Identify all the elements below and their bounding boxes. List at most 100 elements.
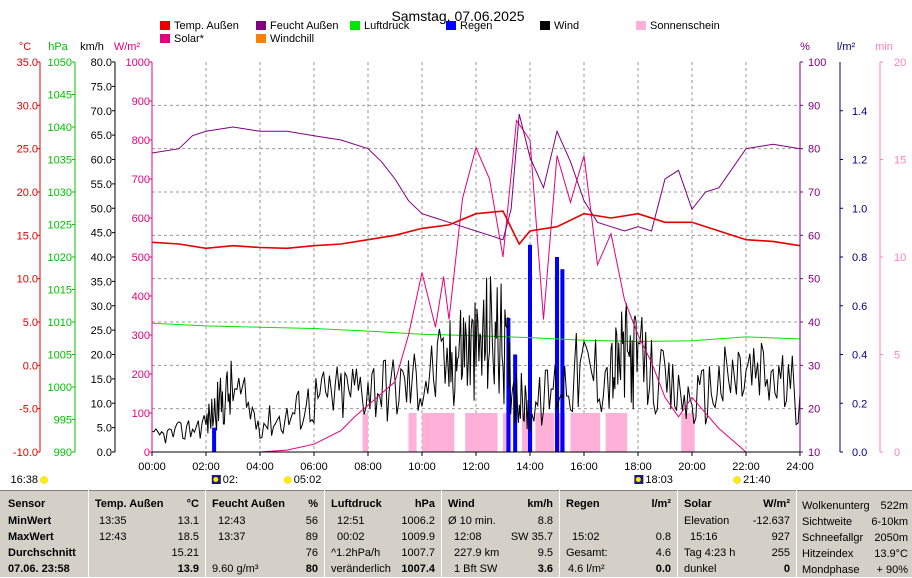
tick-label-sunshine: 20 [894, 57, 906, 69]
wind-current-value: 3.6 [537, 563, 553, 575]
tick-label-humidity: 20 [808, 404, 820, 416]
feucht-unit: % [308, 498, 318, 510]
luftdruck-min-value: 1006.2 [401, 515, 435, 527]
tick-label-sunshine: 10 [894, 252, 906, 264]
axis-unit-labels: °C hPa km/h W/m²% l/m² min [19, 41, 893, 53]
legend-swatch-solar [160, 34, 170, 43]
stats-panel-solar: Solar W/m² Elevation -12.637 15:16 927 Tag … [678, 490, 796, 577]
tick-label-solar: 500 [132, 252, 150, 264]
rain-bar [555, 257, 559, 452]
unit-label-sunshine: min [875, 41, 893, 53]
tick-label-pressure: 995 [54, 415, 72, 427]
x-tick-label: 08:00 [354, 461, 382, 473]
tick-label-wind: 35.0 [91, 276, 112, 288]
regen-title: Regen [566, 498, 600, 510]
tick-label-pressure: 1040 [48, 122, 72, 134]
sensor-row-min: MinWert [8, 515, 52, 527]
tick-label-wind: 70.0 [91, 106, 112, 118]
tick-label-pressure: 1005 [48, 350, 72, 362]
unit-label-humidity: % [800, 41, 810, 53]
tick-label-wind: 25.0 [91, 325, 112, 337]
x-tick-label: 12:00 [462, 461, 490, 473]
sunshine-bar [422, 413, 455, 452]
stats-panel-temp: Temp. Außen °C 13:35 13.1 12:43 18.5 15.21 … [89, 490, 205, 577]
temp-min-time: 13:35 [99, 515, 127, 527]
tick-label-sunshine: 0 [894, 447, 900, 459]
solar-current-value: 0 [783, 563, 790, 575]
rain-bar [513, 354, 518, 452]
sunshine-bar [605, 413, 628, 452]
luftdruck-min-time: 12:51 [337, 515, 365, 527]
series-lines [151, 113, 801, 453]
sensor-row-max: MaxWert [8, 531, 54, 543]
tick-label-pressure: 1010 [48, 317, 72, 329]
extra-cloudbase-value: 522m [880, 500, 908, 512]
x-tick-label: 22:00 [732, 461, 760, 473]
solar-elevation-label: Elevation [684, 515, 730, 527]
tick-label-temp: 5.0 [23, 317, 38, 329]
tick-label-pressure: 1000 [48, 382, 72, 394]
regen-day-total: 4.6 l/m² [568, 563, 605, 575]
tick-label-pressure: 1020 [48, 252, 72, 264]
x-tick-label: 00:00 [138, 461, 166, 473]
tick-label-pressure: 990 [54, 447, 72, 459]
legend-label-luftdruck: Luftdruck [364, 20, 410, 32]
sunshine-bar [681, 413, 695, 452]
temp-title: Temp. Außen [95, 498, 164, 510]
wind-beaufort: 1 Bft SW [454, 563, 498, 575]
sunshine-bar [535, 413, 555, 452]
sun-icon [40, 476, 48, 484]
x-tick-label: 10:00 [408, 461, 436, 473]
tick-label-temp: 10.0 [17, 274, 38, 286]
tick-label-rain: 0.8 [852, 252, 867, 264]
tick-label-pressure: 1050 [48, 57, 72, 69]
tick-label-humidity: 50 [808, 274, 820, 286]
wind-avg-value: 8.8 [537, 515, 553, 527]
tick-label-temp: 35.0 [17, 57, 38, 69]
legend-swatch-luftdruck [350, 21, 360, 30]
rain-bar [560, 269, 565, 452]
marker-label: 02: [223, 474, 238, 486]
wind-avg-label: Ø 10 min. [448, 515, 496, 527]
tick-label-solar: 700 [132, 174, 150, 186]
series-line-feucht-au-en [151, 113, 801, 241]
regen-total-value: 4.6 [655, 547, 671, 559]
rain-bar [212, 427, 217, 452]
tick-label-solar: 1000 [126, 57, 150, 69]
tick-label-humidity: 10 [808, 447, 820, 459]
legend-swatch-sonnenschein [636, 21, 646, 30]
sensor-row-avg: Durchschnitt [8, 547, 76, 559]
axis-tick-labels: 35.0 30.0 25.0 20.0 15.0 10.0 5.0 0.0 -5.0 -10.0 1… [13, 57, 906, 459]
temp-max-time: 12:43 [99, 531, 127, 543]
tick-label-pressure: 1045 [48, 90, 72, 102]
feucht-max-time: 13:37 [218, 531, 246, 543]
feucht-min-value: 56 [305, 515, 318, 527]
sunshine-bar [408, 413, 417, 452]
stats-panel-wind: Wind km/h Ø 10 min. 8.8 12:08 SW 35.7 227.9… [442, 490, 559, 577]
luftdruck-trend: ^1.2hPa/h [331, 547, 381, 559]
tick-label-rain: 0.6 [852, 301, 867, 313]
tick-label-solar: 400 [132, 291, 150, 303]
extra-heatindex-label: Hitzeindex [802, 548, 854, 560]
x-tick-label: 04:00 [246, 461, 274, 473]
wind-unit: km/h [527, 498, 553, 510]
x-tick-label: 20:00 [678, 461, 706, 473]
regen-max-time: 15:02 [572, 531, 600, 543]
tick-label-solar: 800 [132, 135, 150, 147]
solar-sun-hours: Tag 4:23 h [684, 547, 736, 559]
tick-label-temp: 20.0 [17, 187, 38, 199]
tick-label-wind: 75.0 [91, 81, 112, 93]
rain-bar [528, 244, 532, 452]
extra-moonphase-label: Mondphase [802, 564, 860, 576]
extra-heatindex-value: 13.9°C [874, 548, 908, 560]
marker-label: 18:03 [645, 474, 673, 486]
wind-max-time: 12:08 [454, 531, 482, 543]
tick-label-wind: 5.0 [97, 423, 112, 435]
regen-total-label: Gesamt: [566, 547, 608, 559]
sunshine-bar [521, 413, 533, 452]
x-tick-label: 06:00 [300, 461, 328, 473]
tick-label-solar: 900 [132, 96, 150, 108]
solar-max-time: 15:16 [690, 531, 718, 543]
tick-label-wind: 45.0 [91, 228, 112, 240]
tick-label-solar: 300 [132, 330, 150, 342]
